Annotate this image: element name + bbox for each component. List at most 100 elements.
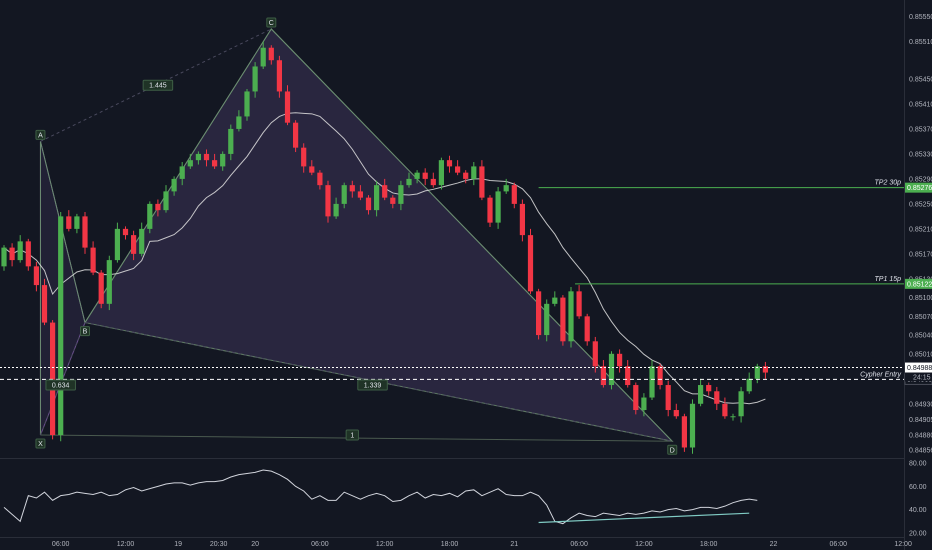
pattern-bd-line bbox=[84, 322, 673, 442]
candle bbox=[754, 363, 760, 384]
candle bbox=[617, 349, 623, 373]
candle bbox=[317, 170, 323, 190]
candle bbox=[479, 160, 485, 201]
rsi-tick-label: 40.00 bbox=[909, 507, 927, 514]
candle bbox=[714, 386, 720, 411]
price-tick-label: 0.85450 bbox=[909, 76, 932, 83]
candle bbox=[689, 399, 696, 454]
candle-body bbox=[114, 228, 120, 261]
price-tick-label: 0.85170 bbox=[909, 251, 932, 258]
candle-body bbox=[106, 260, 112, 304]
candle bbox=[82, 212, 88, 254]
candle-body bbox=[592, 341, 598, 367]
price-levels[interactable]: TP2 30p TP1 15p Cypher Entry bbox=[0, 180, 904, 380]
candle bbox=[414, 170, 420, 184]
candle-body bbox=[738, 391, 744, 417]
candle bbox=[633, 382, 639, 415]
candle bbox=[641, 393, 647, 417]
candle bbox=[519, 199, 525, 242]
candle-body bbox=[398, 185, 404, 204]
candle-body bbox=[244, 91, 250, 117]
rsi-pane[interactable] bbox=[3, 469, 758, 525]
time-tick-label: 12:00 bbox=[894, 541, 912, 548]
candle bbox=[1, 245, 7, 271]
candle bbox=[17, 235, 23, 263]
point-label-bg bbox=[35, 438, 46, 449]
candle-body bbox=[390, 197, 396, 204]
candle-body bbox=[220, 153, 226, 167]
candle bbox=[244, 88, 250, 121]
candle-body bbox=[422, 172, 428, 179]
time-axis[interactable]: 06:00 12:00 19 20:30 20 06:00 12:00 18:00 21 06:0… bbox=[52, 541, 912, 548]
candle-body bbox=[600, 366, 606, 386]
candle-body bbox=[511, 185, 517, 204]
candle bbox=[698, 378, 704, 407]
candle-body bbox=[487, 197, 493, 223]
candle-body bbox=[82, 216, 88, 248]
candle bbox=[74, 213, 80, 234]
candle-body bbox=[673, 410, 679, 417]
candle-body bbox=[276, 60, 282, 92]
price-tick-label: 0.84905 bbox=[909, 417, 932, 424]
point-label-B: B bbox=[83, 329, 88, 336]
candle bbox=[746, 372, 752, 394]
tp2-price-tag-label: 0.85276 bbox=[907, 185, 932, 192]
ratio-label: 1.339 bbox=[364, 383, 382, 390]
point-label-D: D bbox=[670, 447, 675, 454]
candle-body bbox=[41, 285, 48, 323]
candle bbox=[203, 149, 210, 167]
price-tick-label: 0.84856 bbox=[909, 448, 932, 455]
tp1-price-tag-label: 0.85122 bbox=[907, 281, 932, 288]
candle bbox=[455, 160, 461, 176]
candle-body bbox=[617, 353, 623, 367]
candle-body bbox=[236, 116, 242, 129]
candle-body bbox=[131, 235, 137, 254]
ratio-label-bg bbox=[345, 429, 359, 441]
candle-body bbox=[698, 385, 704, 404]
candle-body bbox=[495, 191, 501, 223]
candle bbox=[657, 363, 663, 390]
ratio-label-bg bbox=[45, 379, 76, 391]
candle-body bbox=[195, 153, 201, 161]
candle-body bbox=[608, 353, 615, 386]
candle bbox=[309, 160, 315, 176]
candle-body bbox=[325, 185, 331, 217]
candle-body bbox=[309, 166, 315, 173]
candle bbox=[673, 403, 679, 419]
candle bbox=[98, 270, 104, 309]
candle bbox=[398, 180, 404, 211]
candle bbox=[268, 45, 274, 65]
candle bbox=[568, 286, 574, 348]
tp1-label: TP1 15p bbox=[875, 276, 902, 283]
price-axis[interactable]: 0.85550 0.85510 0.85450 0.85410 0.85370 0.853… bbox=[904, 14, 932, 455]
candle bbox=[487, 195, 493, 227]
candle bbox=[349, 180, 355, 198]
candle-body bbox=[163, 191, 169, 211]
candle-body bbox=[722, 403, 728, 417]
candle-body bbox=[139, 228, 145, 254]
time-tick-label: 12:00 bbox=[117, 541, 135, 548]
pattern-labels: X A B C D 1.445 0.634 1.339 1 bbox=[35, 17, 678, 455]
price-tick-label: 0.85510 bbox=[909, 39, 932, 46]
time-tick-label: 20 bbox=[251, 541, 259, 548]
time-tick-label: 06:00 bbox=[570, 541, 588, 548]
candle bbox=[649, 360, 655, 401]
candle bbox=[131, 230, 137, 261]
point-label-A: A bbox=[38, 132, 43, 139]
candle bbox=[762, 361, 768, 379]
rsi-tick-label: 20.00 bbox=[909, 531, 927, 538]
candle bbox=[195, 151, 201, 165]
candle-body bbox=[357, 191, 363, 198]
point-label-bg bbox=[35, 129, 46, 140]
candle bbox=[66, 210, 72, 232]
price-tick-label: 0.85100 bbox=[909, 295, 932, 302]
candle bbox=[301, 143, 307, 173]
ratio-label: 1 bbox=[350, 433, 354, 440]
candle bbox=[106, 255, 112, 311]
candle bbox=[608, 351, 615, 390]
candle bbox=[58, 212, 64, 442]
candle-body bbox=[228, 128, 234, 154]
candle-body bbox=[544, 303, 550, 336]
candle-body bbox=[446, 160, 453, 167]
